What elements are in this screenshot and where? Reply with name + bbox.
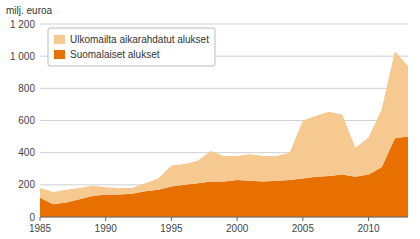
x-axis-line	[40, 217, 408, 218]
grid-line	[40, 217, 408, 218]
chart-container: 0 200 400 600 800 1 000 1 200 1985 1990 1995 2000 2…	[0, 0, 420, 239]
x-tick	[105, 217, 106, 221]
x-tick	[368, 217, 369, 221]
y-tick-label: 400	[18, 147, 35, 158]
area-series	[40, 51, 408, 204]
legend-swatch	[54, 50, 65, 59]
areas	[40, 51, 408, 217]
x-tick-label: 1985	[29, 223, 52, 234]
legend-swatch	[54, 35, 65, 44]
x-tick-label: 1990	[95, 223, 118, 234]
x-tick	[302, 217, 303, 221]
x-tick	[171, 217, 172, 221]
y-tick-label: 0	[29, 212, 35, 223]
y-tick-label: 800	[18, 83, 35, 94]
legend-frame	[48, 28, 215, 66]
legend-label: Suomalaiset alukset	[70, 49, 160, 60]
y-tick-label: 1 000	[10, 51, 35, 62]
x-tick-label: 2010	[357, 223, 380, 234]
x-tick	[40, 217, 41, 221]
y-tick-label: 600	[18, 115, 35, 126]
grid-line	[40, 88, 408, 89]
x-tick-label: 2000	[226, 223, 249, 234]
y-axis-label: milj. euroa	[6, 5, 53, 16]
y-grid	[40, 24, 408, 217]
chart: 0 200 400 600 800 1 000 1 200 1985 1990 1995 2000 2…	[0, 0, 420, 239]
x-tick	[237, 217, 238, 221]
grid-line	[40, 24, 408, 25]
x-tick-label: 1995	[160, 223, 183, 234]
grid-line	[40, 120, 408, 121]
x-tick-label: 2005	[292, 223, 315, 234]
legend-label: Ulkomailta aikarahdatut alukset	[70, 34, 209, 45]
y-tick-label: 1 200	[10, 19, 35, 30]
y-tick-label: 200	[18, 179, 35, 190]
legend: Ulkomailta aikarahdatut alukset Suomalais…	[48, 28, 215, 66]
